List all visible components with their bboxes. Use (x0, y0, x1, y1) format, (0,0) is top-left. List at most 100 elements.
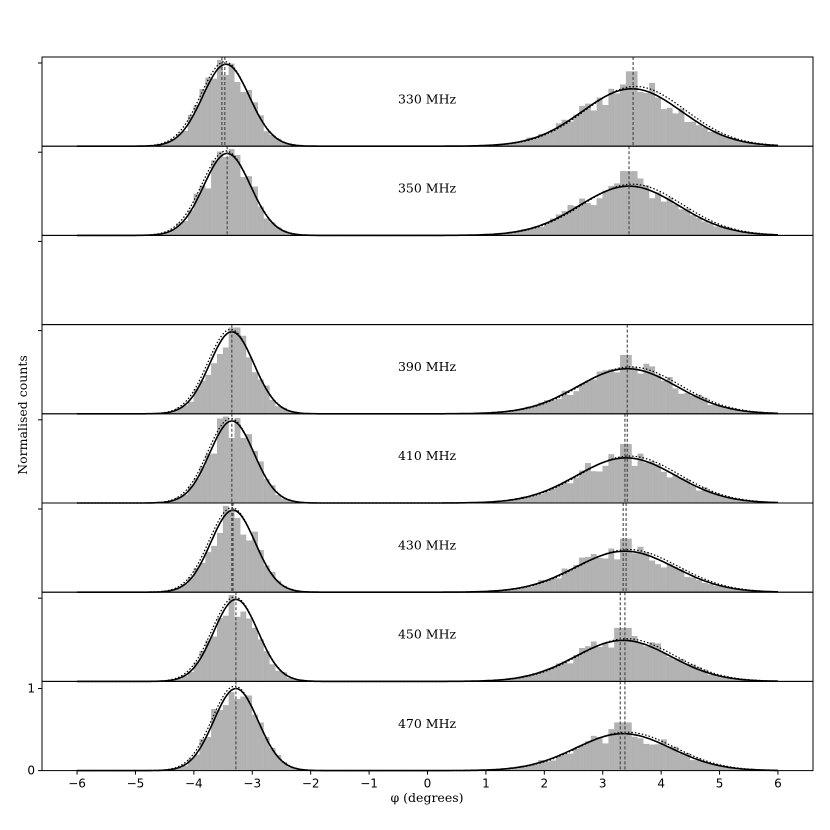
histogram-bar (608, 548, 615, 593)
histogram-bar (660, 380, 667, 414)
histogram-bar (655, 374, 661, 414)
histogram-bar (672, 388, 679, 414)
histogram-bar (532, 585, 539, 593)
histogram-bar (573, 565, 580, 593)
histogram-bar (707, 223, 714, 236)
histogram-bar (719, 586, 726, 593)
histogram-bar (643, 185, 650, 236)
histogram-bar (614, 93, 621, 147)
histogram-bar (625, 722, 632, 771)
histogram-bar (608, 454, 615, 504)
histogram-bar (602, 643, 609, 682)
histogram-bar (585, 381, 591, 414)
x-tick-label: 0 (424, 777, 432, 791)
histogram-bar (222, 75, 229, 147)
fit-curve-dotted (77, 596, 778, 682)
histogram-bar (690, 121, 696, 147)
histogram-bar (625, 538, 632, 593)
histogram-bar (672, 567, 679, 593)
panel-frame (41, 234, 814, 326)
histogram-bar (269, 664, 276, 682)
histogram-bar (240, 438, 247, 504)
histogram-bar (660, 652, 667, 682)
histogram-bar (561, 481, 568, 504)
histogram-bar (696, 490, 702, 504)
histogram-bar (579, 745, 585, 771)
x-tick-label: 3 (599, 777, 607, 791)
histogram-bar (573, 748, 580, 771)
histogram-bar (228, 63, 235, 147)
histogram-bar (631, 736, 638, 771)
histogram-bar (660, 567, 667, 593)
histogram-bar (211, 78, 217, 147)
panel-frequency-label: 410 MHz (398, 448, 457, 463)
histogram-bar (567, 753, 574, 771)
histogram-bar (573, 477, 580, 504)
panel-frequency-label: 470 MHz (398, 716, 457, 731)
x-tick-label: −4 (185, 777, 203, 791)
histogram-bar (550, 400, 556, 414)
histogram-bar (199, 562, 206, 593)
histogram-bar (573, 391, 580, 414)
histogram-bar (205, 374, 212, 414)
histogram-bar (596, 647, 603, 682)
histogram-bar (637, 453, 644, 504)
histogram-bar (567, 663, 574, 682)
histogram-bar (672, 659, 679, 682)
panel-frequency-label: 390 MHz (398, 359, 457, 374)
histogram-bar (684, 392, 691, 414)
histogram-bar (678, 108, 685, 147)
histogram-bar (538, 227, 545, 236)
histogram-bar (602, 105, 609, 147)
histogram-bar (257, 379, 264, 414)
histogram-bar (660, 109, 667, 147)
x-axis-label: φ (degrees) (390, 790, 463, 805)
histogram-bar (520, 677, 527, 682)
histogram-bar (602, 743, 609, 771)
histogram-bar (234, 418, 241, 504)
histogram-bar (678, 393, 685, 414)
histogram-bar (555, 756, 562, 771)
histogram-bar (234, 82, 241, 147)
histogram-bar (643, 462, 650, 504)
histogram-bar (240, 335, 247, 414)
histogram-bar (205, 737, 212, 771)
histogram-bar (544, 669, 550, 682)
histogram-bar (719, 496, 726, 504)
histogram-bar (602, 370, 609, 414)
histogram-bar (538, 494, 545, 504)
histogram-bar (234, 155, 241, 236)
histogram-bar (614, 372, 621, 414)
histogram-bar (701, 221, 708, 236)
histogram-bar (211, 453, 217, 504)
histogram-bar (707, 584, 714, 593)
x-tick-label: 1 (482, 777, 490, 791)
histogram-bar (631, 465, 638, 504)
histogram-bar (596, 471, 603, 504)
histogram-bar (643, 93, 650, 147)
y-axis-label: Normalised counts (15, 355, 30, 475)
histogram-bar (217, 354, 223, 414)
histogram-bar (666, 563, 673, 593)
x-tick-label: 2 (540, 777, 548, 791)
histogram-bar (252, 714, 258, 771)
histogram-bar (696, 218, 702, 236)
histogram-bar (596, 371, 603, 414)
histogram-bar (637, 643, 644, 682)
histogram-bar (620, 354, 626, 414)
histogram-bar (590, 205, 597, 236)
histogram-bar (713, 405, 720, 414)
histogram-bar (544, 223, 550, 236)
histogram-bar (579, 470, 585, 504)
histogram-bar (660, 471, 667, 504)
histogram-bar (678, 478, 685, 504)
histogram-bar (707, 674, 714, 682)
histogram-bar (637, 373, 644, 414)
histogram-bar (550, 760, 556, 771)
histogram-bar (252, 627, 258, 682)
histogram-bar (649, 198, 656, 236)
histogram-bar (678, 753, 685, 771)
histogram-bar (550, 488, 556, 504)
histogram-bar (713, 226, 720, 236)
histogram-bar (211, 160, 217, 236)
